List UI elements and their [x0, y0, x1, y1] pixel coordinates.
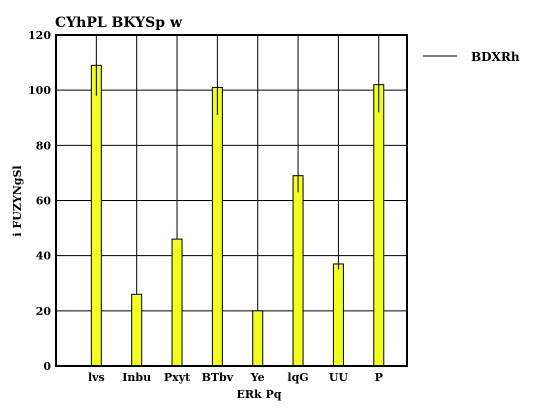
x-tick-label: lvs [88, 371, 105, 384]
x-tick-label: Ye [250, 371, 265, 384]
plot-frame [55, 34, 408, 367]
x-tick-label: P [375, 371, 383, 384]
bar-UU [332, 263, 344, 367]
y-tick-label: 100 [28, 84, 51, 97]
bars [90, 64, 385, 367]
legend: BDXRh [423, 50, 520, 64]
bar-Inbu [131, 293, 143, 367]
bar-lqG [292, 175, 304, 367]
bar-Pxyt [171, 238, 183, 367]
grid-lines [56, 34, 407, 367]
x-tick-label: BTbv [202, 371, 234, 384]
chart-title: CYhPL BKYSp w [55, 15, 183, 31]
x-tick-label: UU [329, 371, 349, 384]
x-tick-label: lqG [287, 371, 308, 384]
y-axis-ticks: 0 20 40 60 80 100 120 [28, 29, 51, 373]
x-axis-label: ERk Pq [237, 388, 282, 401]
bar-lvs [90, 64, 102, 367]
bar-P [373, 84, 385, 367]
legend-entry-label: BDXRh [471, 50, 520, 64]
error-bars [95, 65, 380, 270]
y-axis-label: i FUZYNgSl [11, 165, 24, 236]
y-tick-label: 20 [36, 305, 52, 318]
y-tick-label: 120 [28, 29, 51, 42]
bar-Ye [252, 310, 264, 367]
x-tick-label: Inbu [122, 371, 151, 384]
y-tick-label: 60 [36, 195, 52, 208]
y-tick-label: 80 [36, 139, 52, 152]
x-axis-ticks: lvs Inbu Pxyt BTbv Ye lqG UU P [88, 371, 383, 384]
bar-BTbv [211, 86, 223, 367]
x-tick-label: Pxyt [164, 371, 191, 384]
y-tick-label: 0 [43, 360, 51, 373]
y-tick-label: 40 [36, 250, 52, 263]
